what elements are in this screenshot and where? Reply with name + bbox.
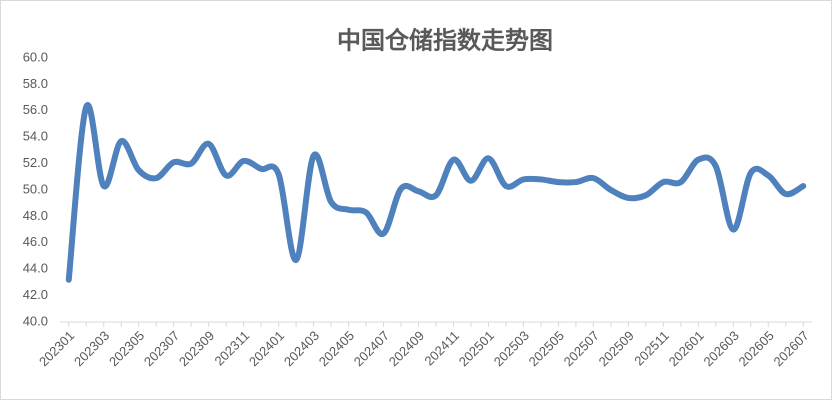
y-tick-label: 44.0: [23, 261, 48, 276]
y-tick-label: 50.0: [23, 181, 48, 196]
y-tick-label: 58.0: [23, 76, 48, 91]
chart-title: 中国仓储指数走势图: [337, 26, 553, 54]
y-tick-label: 40.0: [23, 313, 48, 328]
y-tick-label: 46.0: [23, 234, 48, 249]
line-series: [65, 102, 807, 283]
y-tick-label: 52.0: [23, 155, 48, 170]
y-tick-label: 60.0: [23, 49, 48, 64]
y-tick-label: 56.0: [23, 102, 48, 117]
y-tick-label: 42.0: [23, 287, 48, 302]
y-tick-label: 54.0: [23, 129, 48, 144]
y-tick-label: 48.0: [23, 208, 48, 223]
